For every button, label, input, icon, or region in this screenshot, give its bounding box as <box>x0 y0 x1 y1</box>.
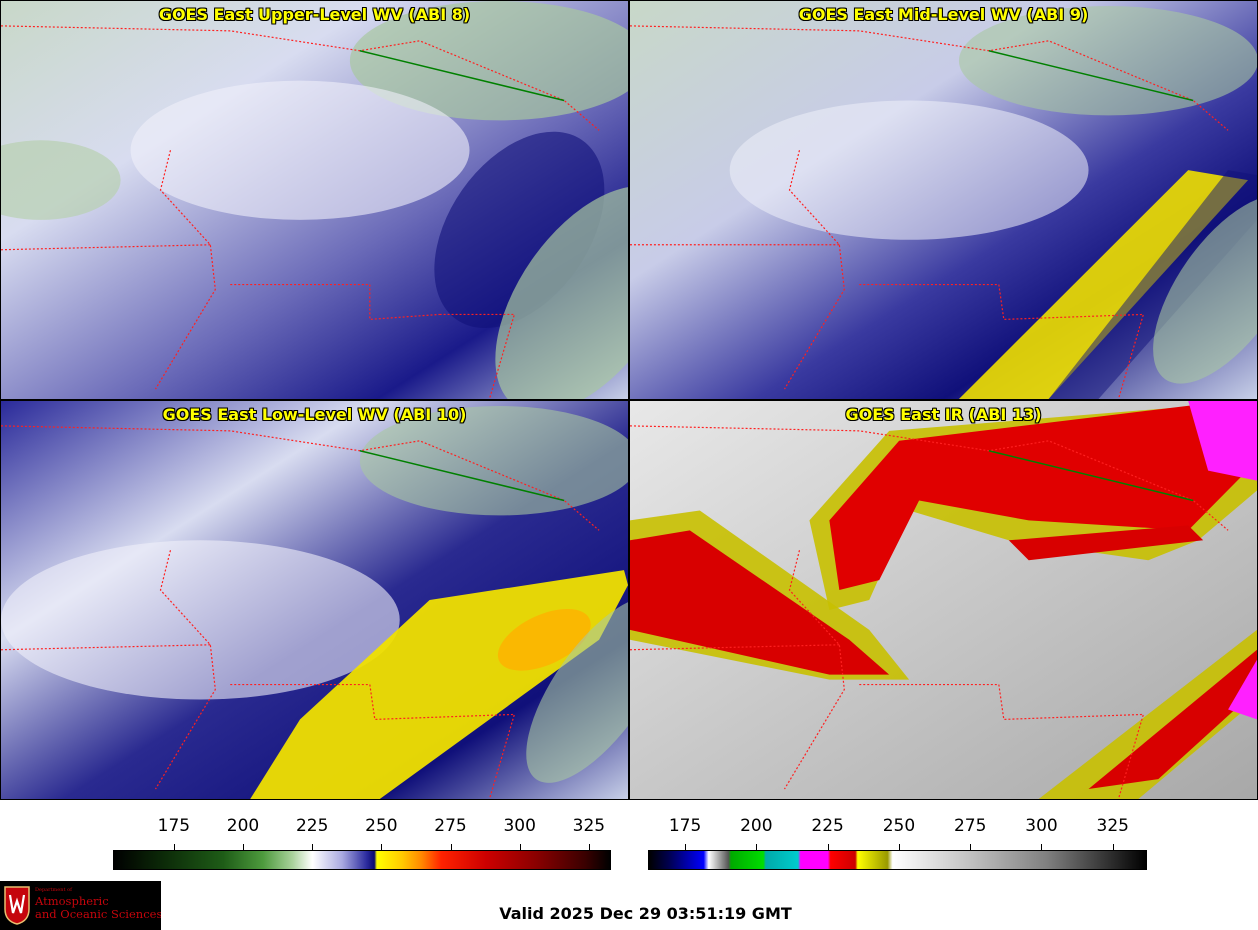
colorbar-ir: 175 200 225 250 275 300 325 <box>648 816 1147 872</box>
uw-aos-logo: Department of Atmospheric and Oceanic Sc… <box>0 881 161 930</box>
panel-upper-level-wv: GOES East Upper-Level WV (ABI 8) <box>0 0 629 400</box>
panel-low-level-wv: GOES East Low-Level WV (ABI 10) <box>0 400 629 800</box>
panel-title: GOES East Low-Level WV (ABI 10) <box>162 405 467 424</box>
logo-name-line1: Atmospheric <box>35 894 109 908</box>
colorbar-ir-tick-label: 275 <box>953 816 987 836</box>
colorbar-wv-tick-mark <box>519 844 521 850</box>
panel-title: GOES East IR (ABI 13) <box>845 405 1042 424</box>
colorbar-ir-tick-label: 200 <box>740 816 773 836</box>
colorbar-ir-tick-label: 225 <box>811 816 844 836</box>
logo-name-line2: and Oceanic Sciences <box>35 907 161 921</box>
colorbar-ir-tick-mark <box>685 844 687 850</box>
colorbar-ir-tick-label: 250 <box>882 816 916 836</box>
panel-ir: GOES East IR (ABI 13) <box>629 400 1258 800</box>
valid-time: Valid 2025 Dec 29 03:51:19 GMT <box>499 904 792 923</box>
colorbar-wv-tick-label: 175 <box>157 816 191 836</box>
colorbar-wv-tick-mark <box>312 844 314 850</box>
colorbar-wv-tick-mark <box>450 844 452 850</box>
colorbar-ir-tick-mark <box>970 844 972 850</box>
colorbar-ir-tick-mark <box>756 844 758 850</box>
colorbar-ir-tick-mark <box>827 844 829 850</box>
colorbar-wv-ticks: 175 200 225 250 275 300 325 <box>113 816 611 850</box>
colorbar-ir-tick-mark <box>1041 844 1043 850</box>
colorbar-wv-tick-label: 200 <box>226 816 260 836</box>
colorbar-ir-ticks: 175 200 225 250 275 300 325 <box>648 816 1147 850</box>
colorbar-wv-tick-mark <box>588 844 590 850</box>
colorbar-wv-tick-label: 325 <box>572 816 606 836</box>
colorbar-ir-tick-label: 300 <box>1025 816 1058 836</box>
colorbar-ir-tick-label: 325 <box>1096 816 1130 836</box>
ir-image <box>630 401 1257 799</box>
colorbar-wv-tick-label: 250 <box>365 816 398 836</box>
panel-mid-level-wv: GOES East Mid-Level WV (ABI 9) <box>629 0 1258 400</box>
logo-dept-text: Department of <box>35 887 72 893</box>
colorbar-wv-tick-label: 300 <box>503 816 536 836</box>
wv-low-image <box>1 401 628 799</box>
colorbar-ir-tick-label: 175 <box>668 816 702 836</box>
colorbar-wv-tick-mark <box>381 844 383 850</box>
colorbar-ir-tick-mark <box>898 844 900 850</box>
colorbar-ir-tick-mark <box>1112 844 1114 850</box>
panel-title: GOES East Upper-Level WV (ABI 8) <box>158 5 471 24</box>
uw-crest-icon <box>4 886 30 925</box>
panel-title: GOES East Mid-Level WV (ABI 9) <box>798 5 1089 24</box>
colorbar-wv-tick-label: 225 <box>295 816 329 836</box>
wv-mid-image <box>630 1 1257 399</box>
colorbar-wv-tick-mark <box>243 844 245 850</box>
colorbar-wv-tick-label: 275 <box>434 816 467 836</box>
wv-upper-image <box>1 1 628 399</box>
colorbar-wv-tick-mark <box>173 844 175 850</box>
colorbar-wv: 175 200 225 250 275 300 325 <box>113 816 611 872</box>
colorbar-ir-bar <box>648 850 1147 870</box>
colorbar-wv-bar <box>113 850 611 870</box>
